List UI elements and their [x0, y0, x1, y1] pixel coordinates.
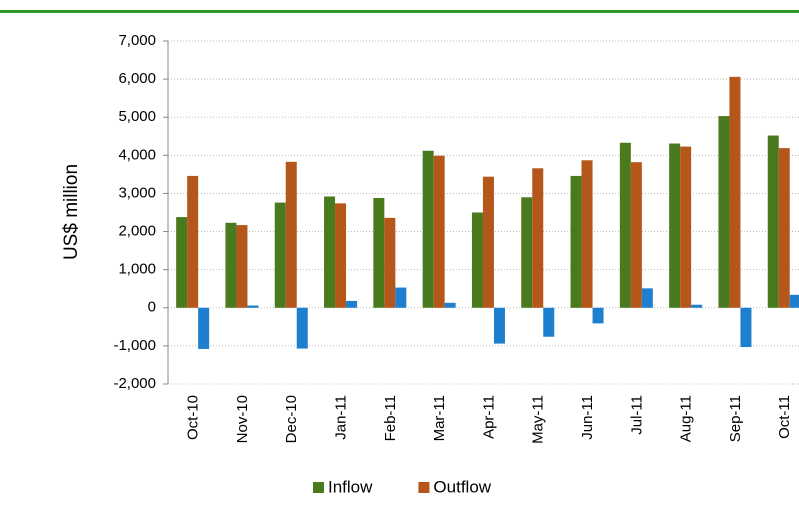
- bar: [729, 76, 741, 308]
- x-tick-label: Feb-11: [382, 395, 399, 441]
- bar: [225, 222, 237, 308]
- bar: [493, 307, 505, 344]
- x-tick-label: Dec-10: [283, 395, 300, 443]
- bar: [346, 300, 358, 308]
- bar: [274, 202, 286, 308]
- y-tick-label: 5,000: [118, 108, 156, 125]
- bar: [581, 160, 593, 308]
- top-rule: [0, 10, 799, 13]
- bar: [543, 307, 555, 337]
- legend-swatch: [418, 482, 430, 493]
- bar: [691, 304, 703, 308]
- bar: [669, 143, 681, 308]
- x-tick-label: Jul-11: [628, 395, 645, 435]
- y-tick-label: 6,000: [118, 70, 156, 87]
- bar: [176, 217, 188, 308]
- bar: [236, 225, 248, 308]
- bar: [198, 307, 210, 349]
- bar: [592, 307, 604, 324]
- bar: [422, 150, 434, 308]
- y-tick-label: 1,000: [118, 261, 156, 278]
- bar: [740, 307, 752, 348]
- x-tick-label: Sep-11: [727, 395, 744, 442]
- bar: [680, 146, 692, 308]
- x-tick-label: Jan-11: [333, 395, 350, 440]
- bar: [789, 294, 799, 308]
- legend-label: Inflow: [328, 477, 373, 496]
- bar: [718, 116, 730, 308]
- bar: [482, 176, 494, 308]
- bar: [433, 155, 445, 308]
- bar: [324, 196, 336, 308]
- y-tick-label: -1,000: [113, 337, 156, 354]
- x-tick-label: Aug-11: [678, 395, 695, 442]
- y-tick-label: -2,000: [113, 375, 156, 392]
- bar: [384, 217, 396, 308]
- bar: [778, 148, 790, 308]
- bar: [767, 135, 779, 308]
- y-tick-label: 0: [148, 299, 156, 316]
- legend-label: Outflow: [433, 477, 491, 496]
- x-tick-label: Nov-10: [234, 395, 251, 443]
- y-tick-label: 2,000: [118, 223, 156, 240]
- y-tick-label: 4,000: [118, 146, 156, 163]
- bar: [285, 161, 297, 308]
- x-tick-label: Mar-11: [431, 395, 448, 441]
- x-tick-label: Oct-10: [185, 395, 202, 440]
- bar: [296, 307, 308, 349]
- y-tick-label: 7,000: [118, 32, 156, 49]
- bar: [335, 203, 347, 308]
- bar: [641, 288, 653, 308]
- bar: [444, 302, 456, 308]
- x-tick-label: May-11: [530, 395, 547, 444]
- bar: [247, 305, 259, 308]
- legend-swatch: [313, 482, 324, 493]
- x-tick-label: Jun-11: [579, 395, 596, 440]
- bar: [619, 142, 631, 308]
- bar: [373, 198, 385, 308]
- y-tick-label: 3,000: [118, 184, 156, 201]
- y-axis-label: US$ million: [61, 164, 82, 260]
- bar: [471, 212, 483, 308]
- bar: [630, 162, 642, 308]
- bar: [187, 175, 199, 308]
- bar: [395, 287, 407, 308]
- bar: [570, 175, 582, 308]
- bar: [521, 197, 533, 308]
- x-tick-label: Apr-11: [480, 395, 497, 439]
- x-tick-label: Oct-11: [776, 395, 793, 439]
- bar: [532, 168, 544, 308]
